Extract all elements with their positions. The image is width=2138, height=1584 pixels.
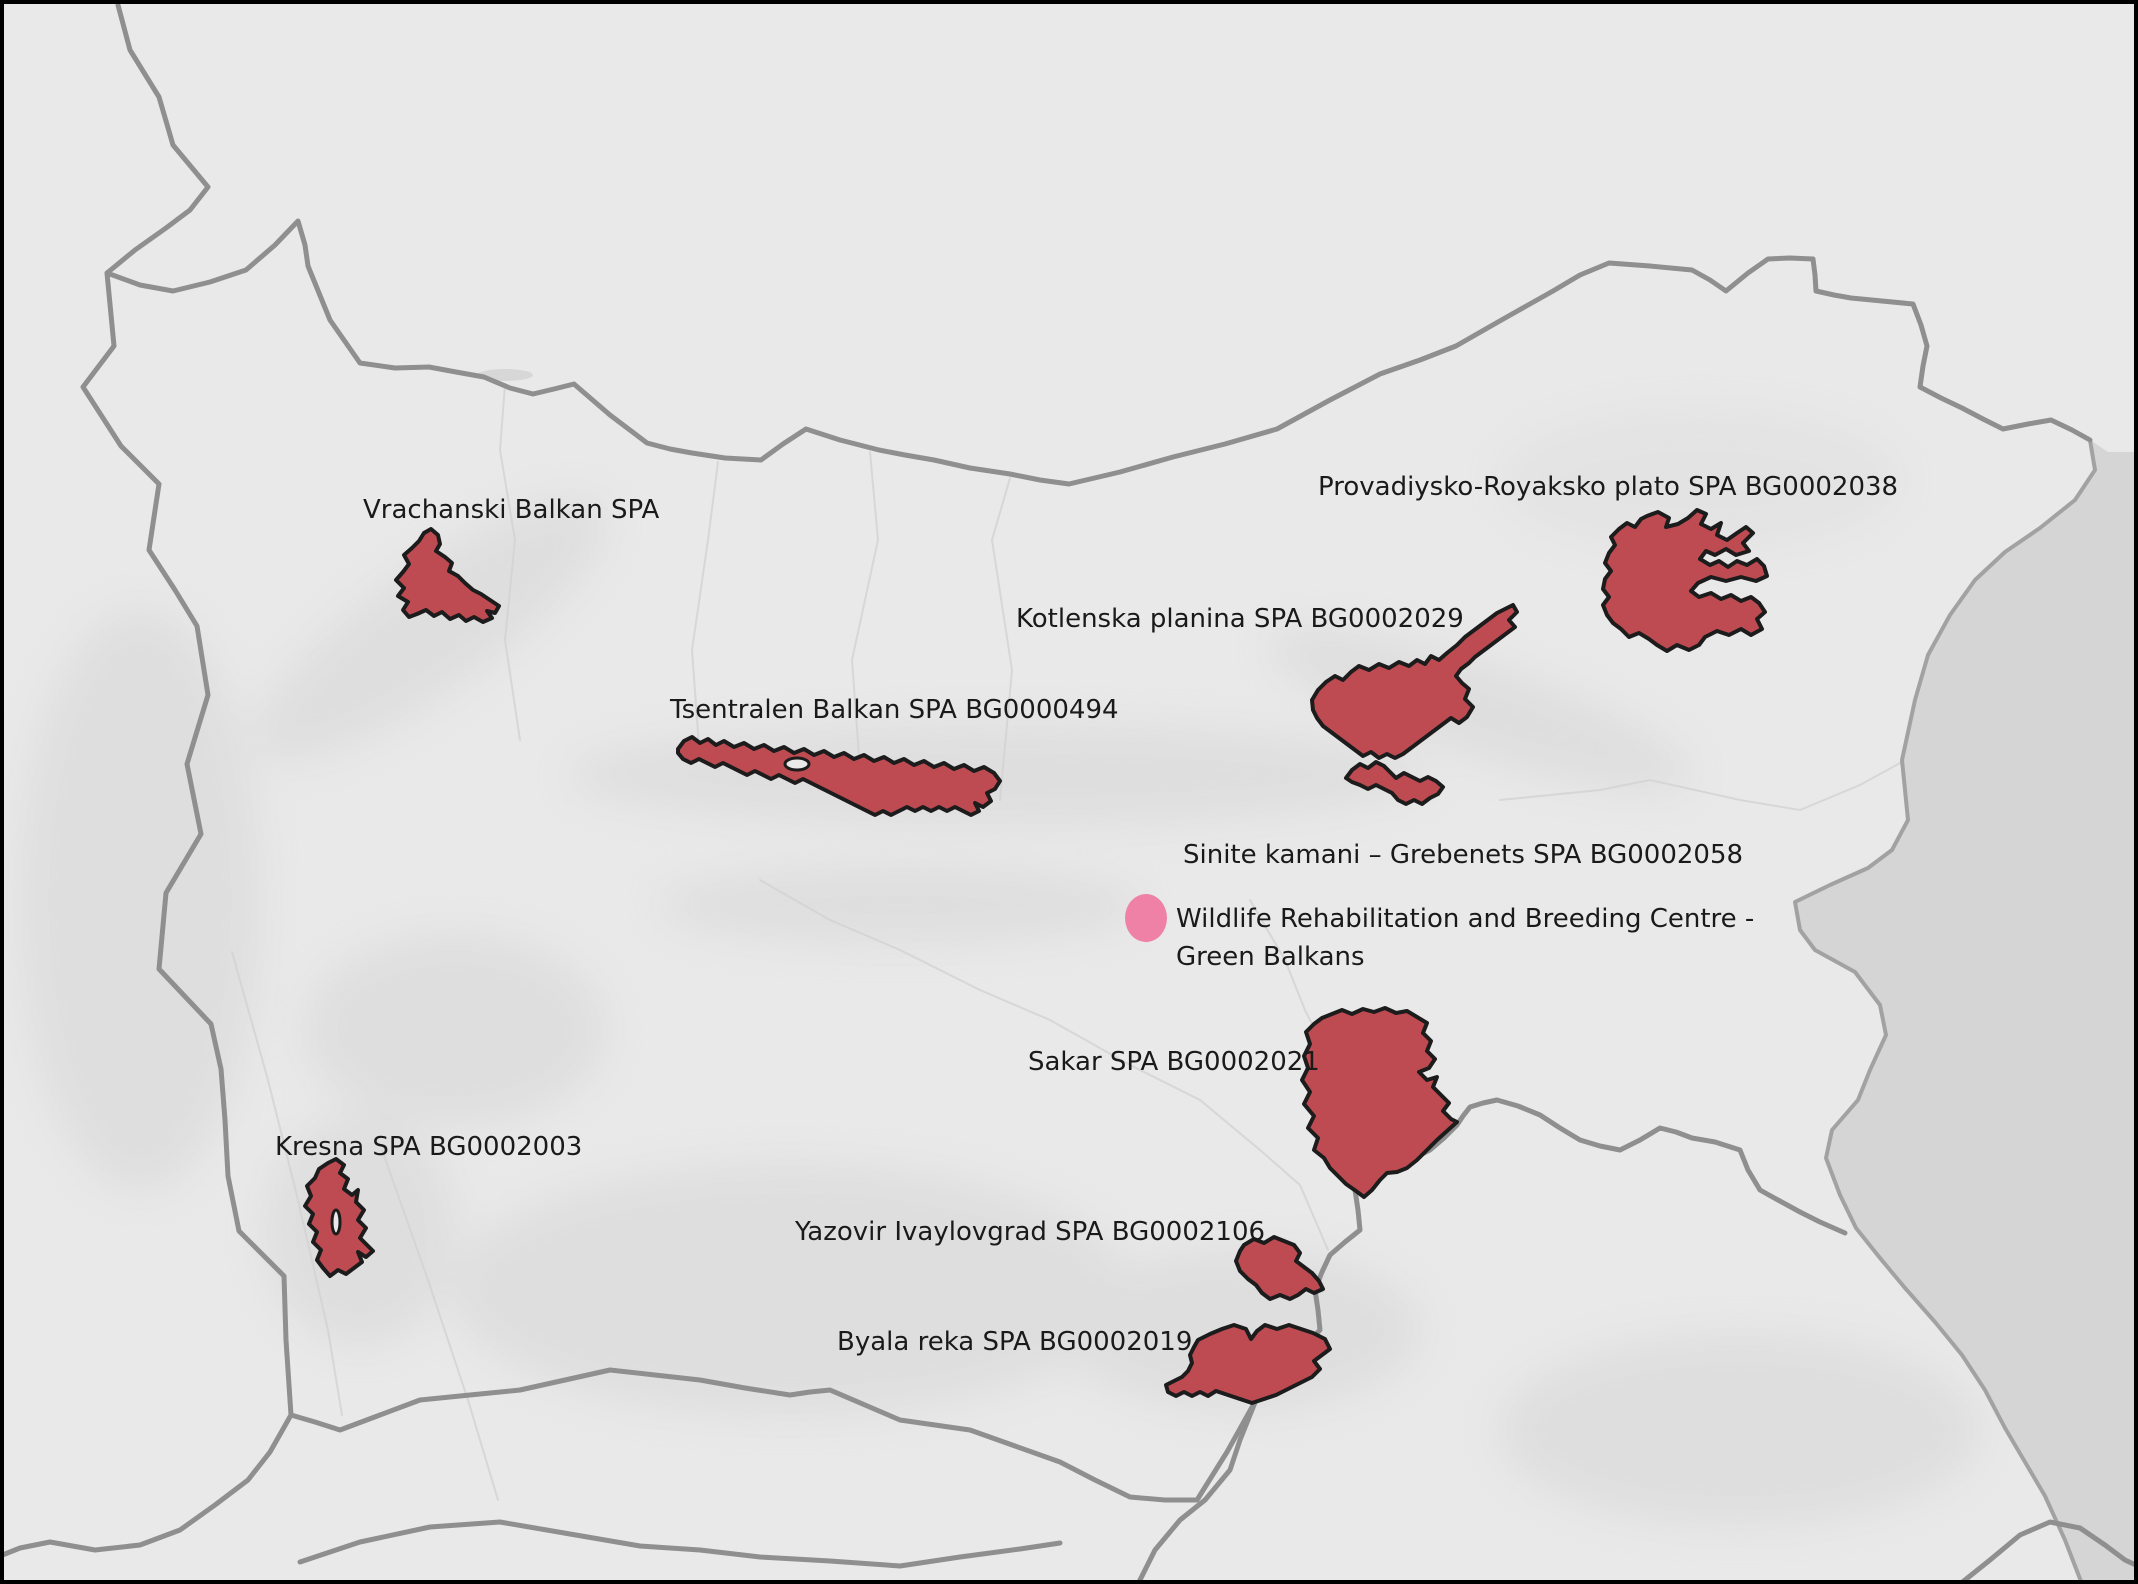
spa-polygon-provadiysko-royaksko (1601, 508, 1769, 653)
spa-polygon-tsentralen-balkan (676, 735, 1002, 817)
spa-label-byala-reka: Byala reka SPA BG0002019 (837, 1327, 1192, 1357)
spa-label-kresna: Kresna SPA BG0002003 (275, 1132, 582, 1162)
centre-label-line2: Green Balkans (1176, 942, 1365, 972)
border-bottom-right-coastal (1957, 1519, 2138, 1584)
border-west-serbia-macedonia (80, 2, 294, 1418)
border-turkey (1253, 1097, 1848, 1403)
spa-polygon-kotlenska-planina (1310, 603, 1519, 760)
centre-dot (1125, 894, 1167, 942)
border-greece-turkey-south (1135, 1397, 1259, 1584)
spa-label-kotlenska-planina: Kotlenska planina SPA BG0002029 (1016, 604, 1464, 634)
spa-label-provadiysko-royaksko: Provadiysko-Royaksko plato SPA BG0002038 (1318, 472, 1898, 502)
spa-hole-kresna (330, 1208, 342, 1236)
spa-polygons (303, 508, 1769, 1405)
border-south-lower (297, 1519, 1063, 1569)
spa-polygon-sinite-kamani-grebenets (1344, 760, 1445, 806)
border-greece (288, 1367, 1259, 1503)
spa-polygon-sakar (1300, 1006, 1459, 1199)
spa-label-vrachanski-balkan: Vrachanski Balkan SPA (363, 495, 659, 525)
spa-label-tsentralen-balkan: Tsentralen Balkan SPA BG0000494 (669, 695, 1119, 725)
spa-polygon-byala-reka (1164, 1323, 1332, 1405)
spa-label-sakar: Sakar SPA BG0002021 (1028, 1047, 1320, 1077)
map-labels: Vrachanski Balkan SPA Provadiysko-Royaks… (275, 472, 1898, 1357)
border-macedonia-greece-southwest (0, 1412, 294, 1559)
spa-label-yazovir-ivaylovgrad: Yazovir Ivaylovgrad SPA BG0002106 (794, 1217, 1265, 1247)
centre-label-line1: Wildlife Rehabilitation and Breeding Cen… (1176, 904, 1754, 934)
coastline (1793, 438, 2097, 1584)
spa-hole-tsentralen (783, 756, 811, 772)
spa-polygon-vrachanski-balkan (394, 527, 501, 624)
spa-label-sinite-kamani-grebenets: Sinite kamani – Grebenets SPA BG0002058 (1183, 840, 1743, 870)
border-danube-romania (104, 218, 2093, 487)
black-sea (1795, 440, 2138, 1584)
spa-polygon-yazovir-ivaylovgrad (1234, 1235, 1325, 1301)
